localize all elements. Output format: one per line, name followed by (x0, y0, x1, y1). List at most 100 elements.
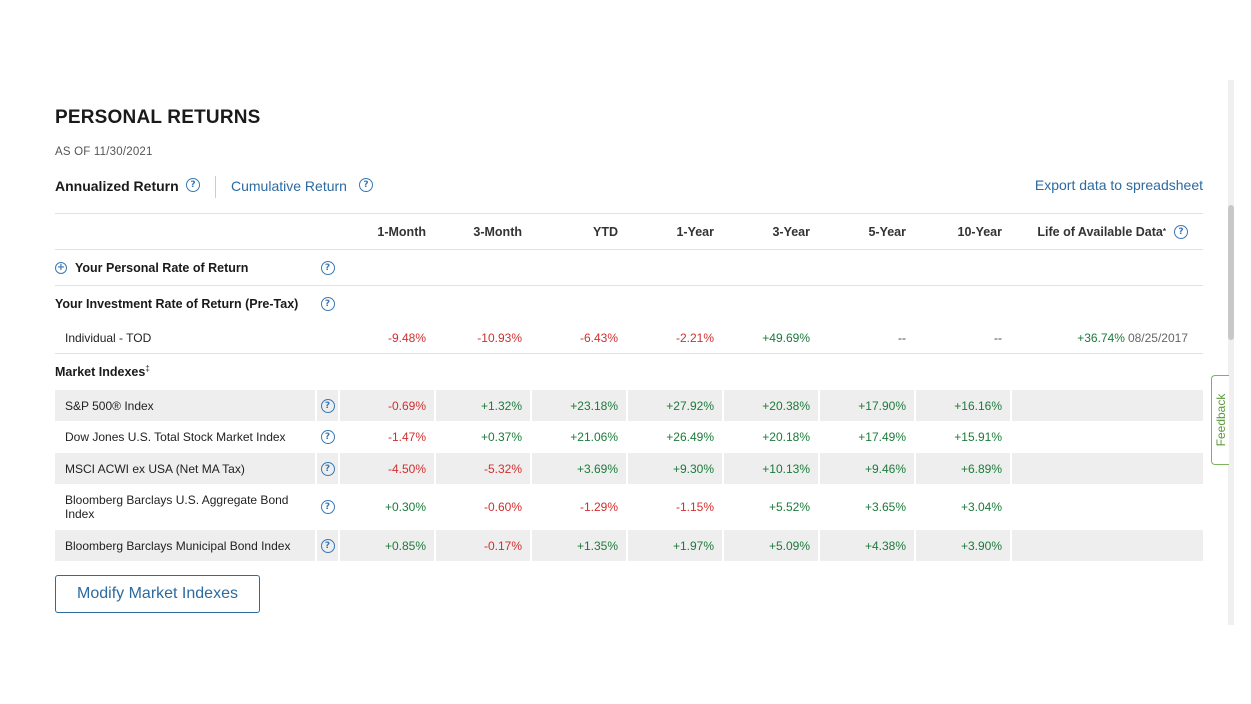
cell-divider (914, 390, 916, 421)
cell-divider (1010, 453, 1012, 484)
return-value: -- (994, 330, 1002, 345)
investment-rate-label: Your Investment Rate of Return (Pre-Tax) (55, 297, 299, 311)
feedback-tab[interactable]: Feedback (1211, 375, 1229, 465)
market-indexes-label: Market Indexes (55, 365, 146, 379)
help-icon[interactable]: ? (320, 538, 335, 553)
export-spreadsheet-link[interactable]: Export data to spreadsheet (1034, 177, 1203, 193)
return-value: +0.85% (384, 538, 426, 553)
help-icon[interactable]: ? (359, 178, 373, 192)
account-row: Individual - TOD -9.48% -10.93% -6.43% -… (55, 322, 1203, 354)
cell-divider (338, 421, 340, 453)
life-return-value: +36.74% (1077, 330, 1125, 345)
return-value: +49.69% (762, 330, 810, 345)
tab-annualized-return[interactable]: Annualized Return (55, 178, 179, 194)
return-value: +20.18% (762, 430, 810, 444)
return-value: -6.43% (579, 330, 618, 345)
cell-divider (722, 453, 724, 484)
cell-divider (626, 530, 628, 561)
cell-divider (1010, 484, 1012, 530)
help-icon[interactable]: ? (1174, 224, 1188, 239)
cell-divider (722, 530, 724, 561)
cell-divider (338, 530, 340, 561)
life-return: +36.74% 08/25/2017 (1012, 322, 1203, 353)
index-name: Dow Jones U.S. Total Stock Market Index (65, 430, 286, 444)
cell-divider (315, 421, 317, 453)
scrollbar-track[interactable] (1228, 80, 1234, 625)
market-index-row: Bloomberg Barclays Municipal Bond Index?… (55, 530, 1203, 561)
cell-divider (914, 421, 916, 453)
cell-divider (434, 484, 436, 530)
help-icon[interactable]: ? (186, 178, 200, 192)
page-title: PERSONAL RETURNS (55, 107, 261, 128)
help-icon[interactable]: ? (320, 297, 335, 311)
return-value: +23.18% (570, 398, 618, 413)
index-name: Bloomberg Barclays Municipal Bond Index (65, 538, 291, 553)
help-icon[interactable]: ? (320, 260, 335, 275)
expand-plus-icon[interactable]: + (55, 261, 67, 274)
return-value: +6.89% (960, 461, 1002, 476)
column-header: 3-Month (473, 224, 522, 239)
cell-divider (530, 530, 532, 561)
cell-divider (434, 421, 436, 453)
cell-divider (818, 453, 820, 484)
column-header: 5-Year (868, 224, 906, 239)
return-value: +16.16% (954, 398, 1002, 413)
cell-divider (914, 453, 916, 484)
index-name: S&P 500® Index (65, 398, 154, 413)
return-value: +17.90% (858, 398, 906, 413)
table-header-row: 1-Month 3-Month YTD 1-Year 3-Year 5-Year… (55, 214, 1203, 250)
scrollbar-thumb[interactable] (1228, 205, 1234, 340)
return-value: +3.69% (576, 461, 618, 476)
return-value: +1.97% (672, 538, 714, 553)
column-header-label: Life of Available Data (1037, 224, 1163, 239)
return-value: -9.48% (387, 330, 426, 345)
cell-divider (818, 484, 820, 530)
cell-divider (530, 484, 532, 530)
cell-divider (434, 453, 436, 484)
help-icon[interactable]: ? (320, 430, 335, 444)
cell-divider (818, 530, 820, 561)
cell-divider (914, 530, 916, 561)
personal-rate-row[interactable]: + Your Personal Rate of Return ? (55, 250, 1203, 286)
return-value: -4.50% (387, 461, 426, 476)
personal-rate-label: Your Personal Rate of Return (75, 260, 249, 275)
market-index-list: S&P 500® Index? -0.69% +1.32% +23.18% +27.92… (55, 390, 1203, 561)
cell-divider (338, 390, 340, 421)
return-value: +26.49% (666, 430, 714, 444)
return-value: +3.90% (960, 538, 1002, 553)
cell-divider (626, 421, 628, 453)
cell-divider (434, 390, 436, 421)
cell-divider (1010, 530, 1012, 561)
return-value: +3.65% (864, 500, 906, 514)
as-of-date: AS OF 11/30/2021 (55, 146, 153, 158)
life-return-date: 08/25/2017 (1127, 330, 1188, 345)
cell-divider (722, 484, 724, 530)
feedback-label: Feedback (1213, 393, 1228, 447)
tab-cumulative-return[interactable]: Cumulative Return (231, 178, 347, 194)
help-icon[interactable]: ? (320, 500, 335, 514)
return-value: -1.47% (387, 430, 426, 444)
return-value: -10.93% (477, 330, 522, 345)
cell-divider (315, 390, 317, 421)
help-icon[interactable]: ? (320, 398, 335, 413)
return-value: -1.15% (675, 500, 714, 514)
return-value: -0.17% (483, 538, 522, 553)
return-value: +9.46% (864, 461, 906, 476)
modify-market-indexes-button[interactable]: Modify Market Indexes (55, 575, 260, 613)
return-type-tabs: Annualized Return ? Cumulative Return ? … (55, 176, 1203, 198)
return-value: +5.52% (768, 500, 810, 514)
cell-divider (530, 421, 532, 453)
return-value: +3.04% (960, 500, 1002, 514)
cell-divider (722, 421, 724, 453)
return-value: +9.30% (672, 461, 714, 476)
cell-divider (530, 453, 532, 484)
tab-divider (215, 176, 216, 198)
column-header-life: Life of Available Data * ? (1012, 214, 1203, 249)
footnote-marker: * (1162, 227, 1166, 236)
return-value: +0.37% (480, 430, 522, 444)
investment-rate-row: Your Investment Rate of Return (Pre-Tax)… (55, 286, 1203, 322)
help-icon[interactable]: ? (320, 461, 335, 476)
return-value: +27.92% (666, 398, 714, 413)
cell-divider (914, 484, 916, 530)
return-value: +1.32% (480, 398, 522, 413)
